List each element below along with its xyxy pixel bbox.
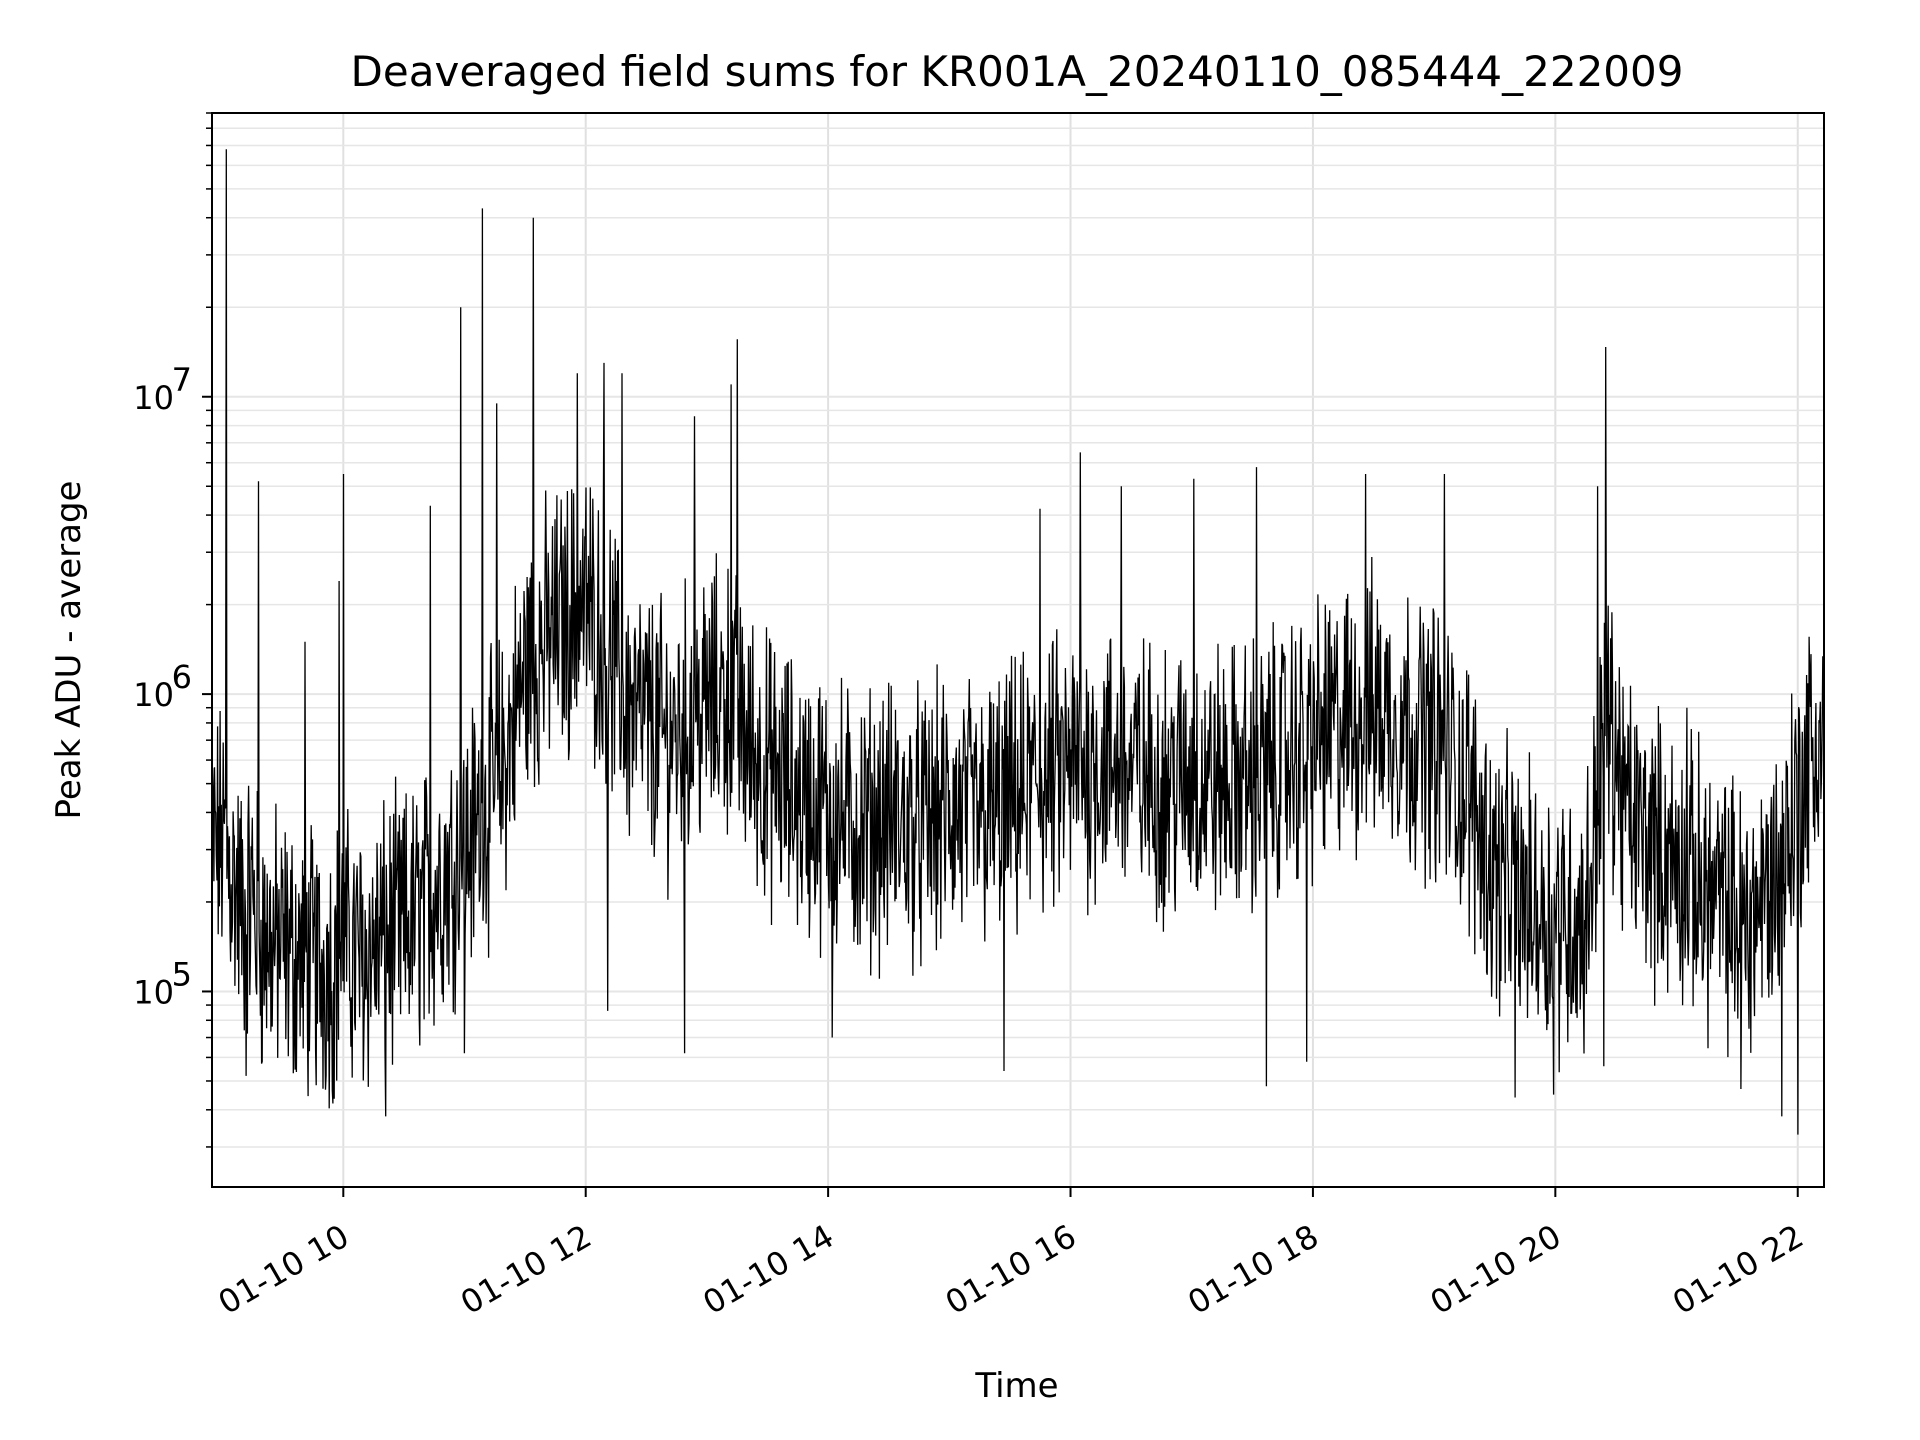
y-tick-exponent: 5 — [172, 955, 192, 993]
grid — [212, 112, 1824, 1187]
x-tick-label: 01-10 10 — [212, 1217, 356, 1322]
x-axis: 01-10 10 01-10 12 01-10 14 01-10 16 01-10 18… — [212, 1187, 1810, 1322]
y-tick-label: 10 — [133, 676, 174, 714]
x-axis-label: Time — [974, 1366, 1058, 1406]
y-tick-label: 10 — [133, 973, 174, 1011]
y-tick-label: 10 — [133, 379, 174, 417]
series-layer — [211, 149, 1825, 1135]
x-tick-label: 01-10 22 — [1666, 1217, 1810, 1322]
x-tick-label: 01-10 20 — [1424, 1217, 1568, 1322]
x-tick-label: 01-10 12 — [454, 1217, 598, 1322]
x-tick-label: 01-10 14 — [697, 1217, 841, 1322]
series-line — [211, 149, 1825, 1135]
x-tick-label: 01-10 16 — [939, 1217, 1083, 1322]
y-axis-label: Peak ADU - average — [49, 481, 89, 820]
chart-title: Deaveraged field sums for KR001A_2024011… — [351, 47, 1684, 96]
y-tick-exponent: 6 — [172, 658, 192, 696]
x-tick-label: 01-10 18 — [1181, 1217, 1325, 1322]
plot-frame — [211, 112, 1825, 1188]
y-tick-exponent: 7 — [172, 361, 192, 399]
